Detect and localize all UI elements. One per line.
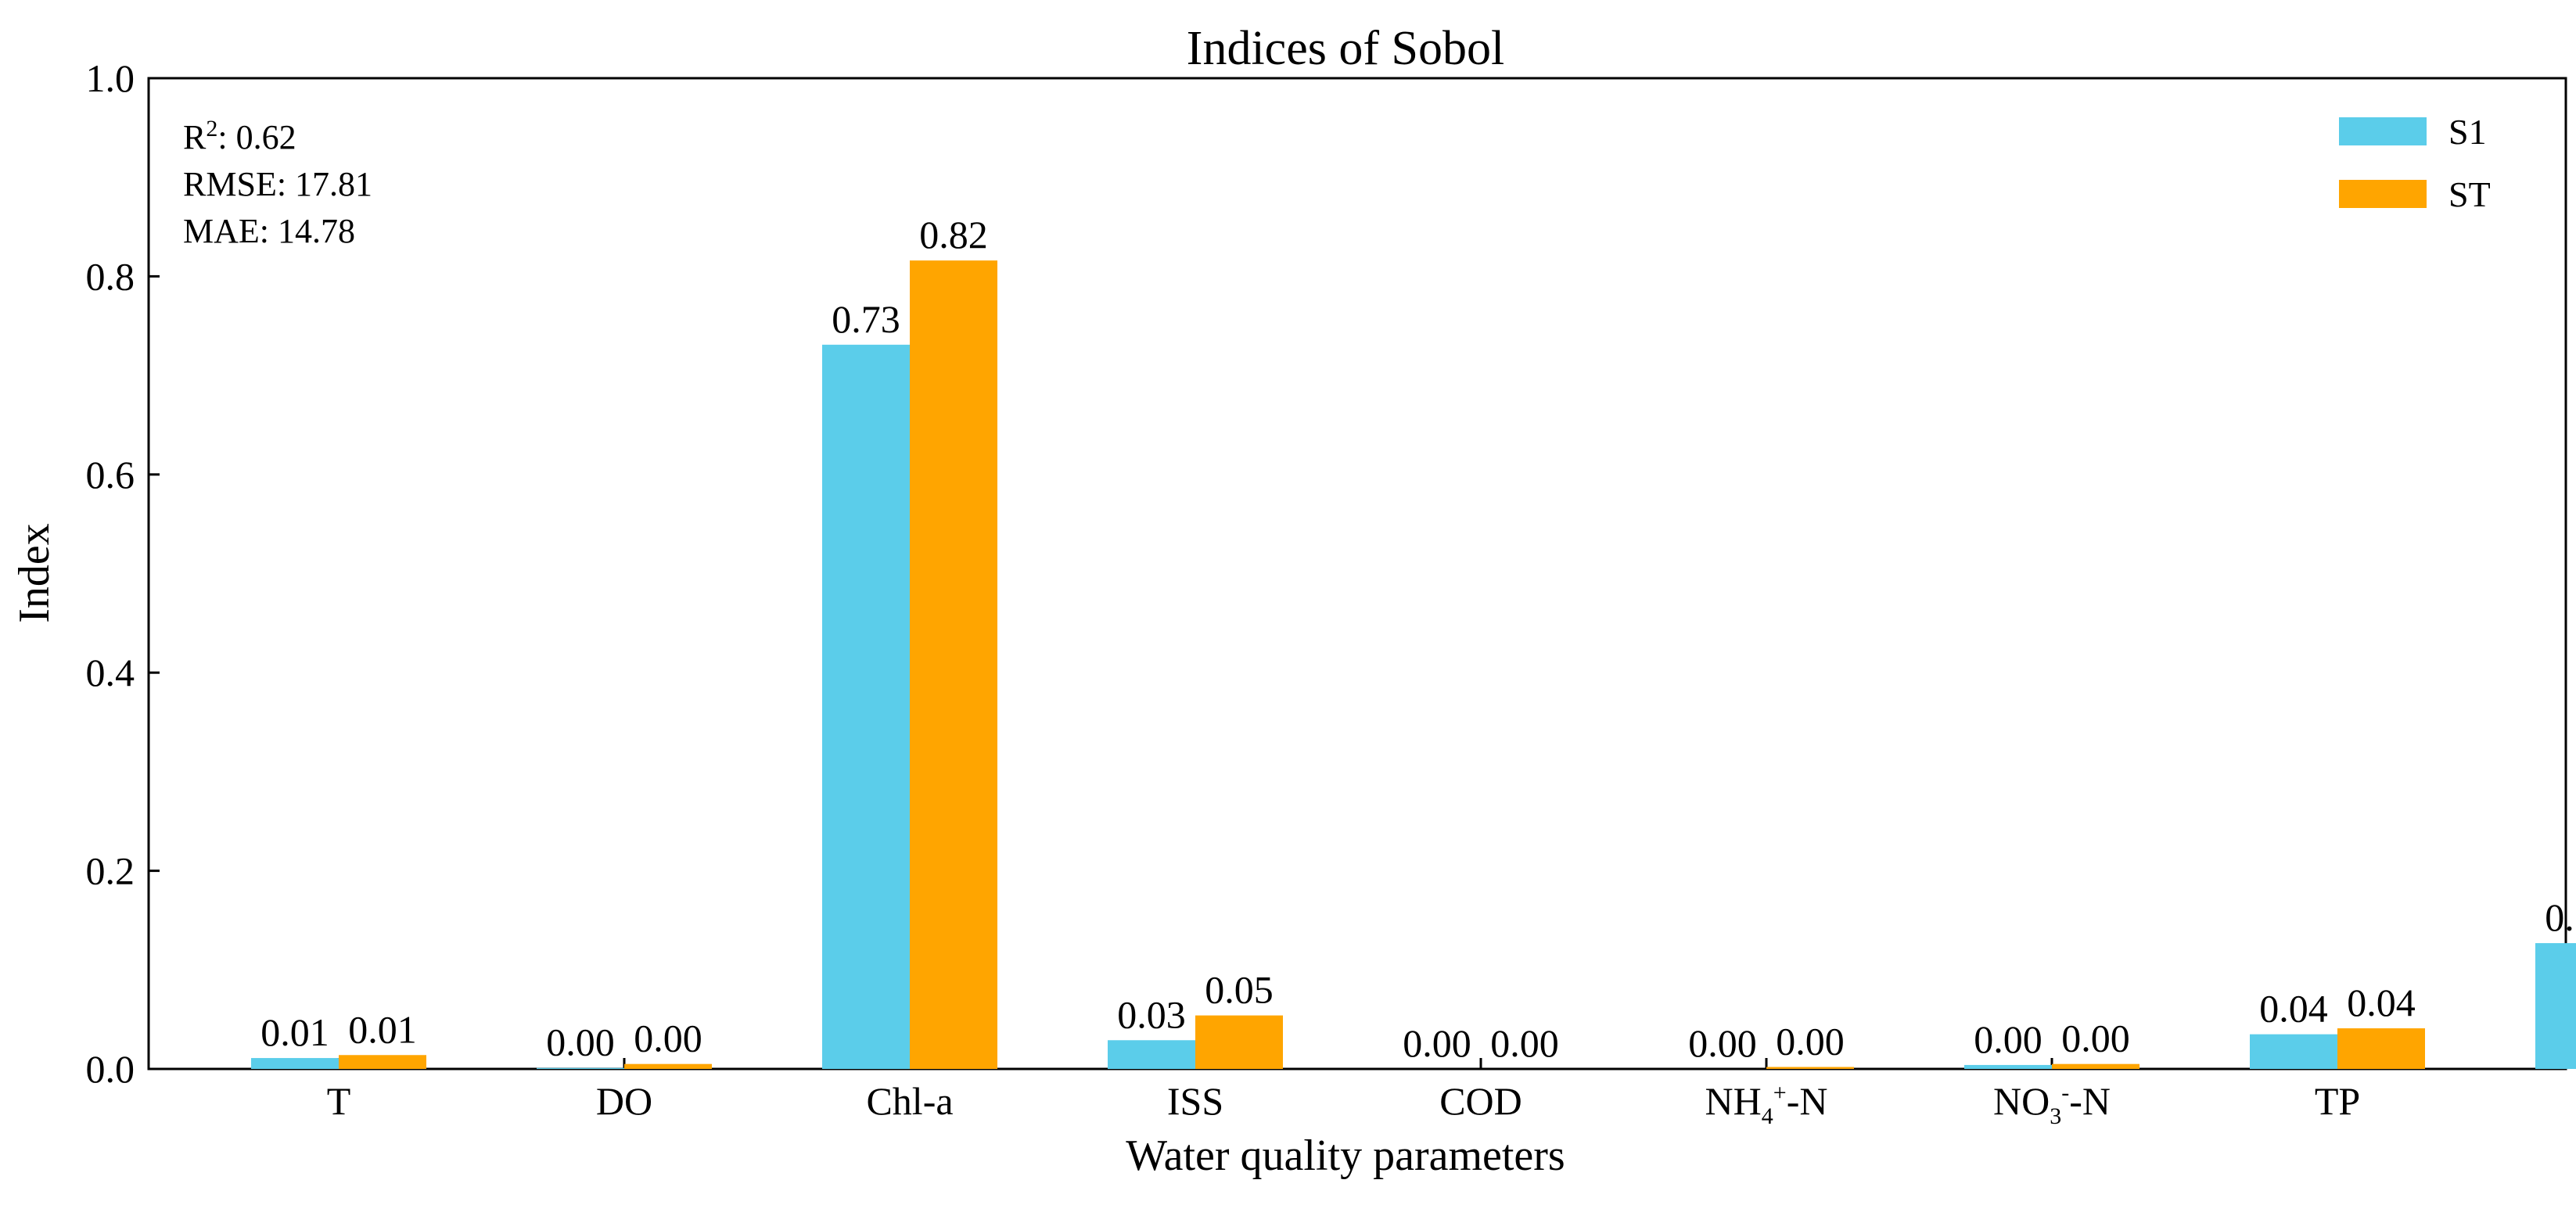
y-axis-title: Index (10, 523, 59, 623)
plot-area-frame (147, 77, 2567, 1071)
bar-st (1195, 1015, 1283, 1069)
bar-st (339, 1055, 426, 1069)
bar-value-label: 0.00 (1688, 1021, 1757, 1065)
x-tick-label: T (327, 1079, 351, 1123)
x-axis-title: Water quality parameters (1126, 1131, 1565, 1180)
bar-value-label: 0.00 (1490, 1021, 1559, 1065)
legend-label-st: ST (2448, 174, 2491, 214)
stat-mae: MAE: 14.78 (183, 212, 355, 250)
y-tick-label: 0.0 (86, 1047, 135, 1091)
bar-st (2337, 1028, 2425, 1069)
bar-value-label: 0.00 (546, 1020, 615, 1064)
bar-value-label: 0.03 (1117, 992, 1186, 1036)
bar-value-labels: 0.01 0.00 0.73 0.03 0.00 0.00 0.00 0.04 0.13 0.01… (260, 213, 2576, 1065)
y-tick-label: 0.8 (86, 254, 135, 298)
bar-s1 (537, 1067, 624, 1069)
legend-swatch-st (2339, 180, 2427, 208)
y-tick-label: 1.0 (86, 56, 135, 100)
bar-value-label: 0.01 (348, 1007, 417, 1051)
bar-st (624, 1063, 712, 1069)
bar-value-label: 0.01 (260, 1010, 329, 1054)
x-tick-label: ISS (1167, 1079, 1223, 1123)
bars (251, 260, 2576, 1070)
bar-value-label: 0.00 (1974, 1017, 2042, 1061)
bar-value-label: 0.00 (1776, 1019, 1845, 1063)
bar-s1 (2535, 943, 2576, 1069)
bar-s1 (251, 1058, 339, 1069)
bar-st (910, 260, 997, 1070)
bar-value-label: 0.00 (1403, 1021, 1471, 1065)
x-tick-label: TP (2315, 1079, 2360, 1123)
bar-value-label: 0.04 (2347, 981, 2416, 1024)
bar-value-label: 0.73 (832, 297, 900, 341)
bar-value-label: 0.00 (634, 1017, 702, 1060)
x-tick-label: DO (596, 1079, 652, 1123)
bar-st (2052, 1063, 2139, 1069)
stats-annotation: R2: 0.62 RMSE: 17.81 MAE: 14.78 (183, 116, 372, 250)
x-tick-label: NO3--N (1993, 1079, 2111, 1129)
y-tick-label: 0.2 (86, 849, 135, 893)
y-tick-label: 0.6 (86, 453, 135, 497)
legend-swatch-s1 (2339, 117, 2427, 145)
x-tick-label: NH4+-N (1705, 1079, 1828, 1129)
bar-value-label: 0.04 (2259, 987, 2328, 1031)
bar-s1 (822, 344, 910, 1069)
bar-value-label: 0.82 (919, 213, 988, 256)
bar-value-label: 0.05 (1205, 968, 1274, 1012)
chart-title: Indices of Sobol (1187, 22, 1504, 75)
y-tick-label: 0.4 (86, 651, 135, 694)
y-axis: 0.0 0.2 0.4 0.6 0.8 1.0 (86, 56, 160, 1091)
legend: S1 ST (2339, 112, 2491, 214)
x-tick-label: Chl-a (866, 1079, 953, 1123)
stat-r2: R2: 0.62 (183, 116, 296, 156)
x-tick-label: COD (1439, 1079, 1522, 1123)
bar-s1 (1108, 1040, 1195, 1069)
stat-rmse: RMSE: 17.81 (183, 165, 372, 203)
bar-s1 (2250, 1034, 2337, 1069)
bar-value-label: 0.13 (2545, 895, 2576, 939)
legend-label-s1: S1 (2448, 112, 2487, 152)
bar-st (1766, 1067, 1854, 1069)
bar-value-label: 0.00 (2061, 1017, 2130, 1060)
bar-s1 (1964, 1064, 2052, 1069)
